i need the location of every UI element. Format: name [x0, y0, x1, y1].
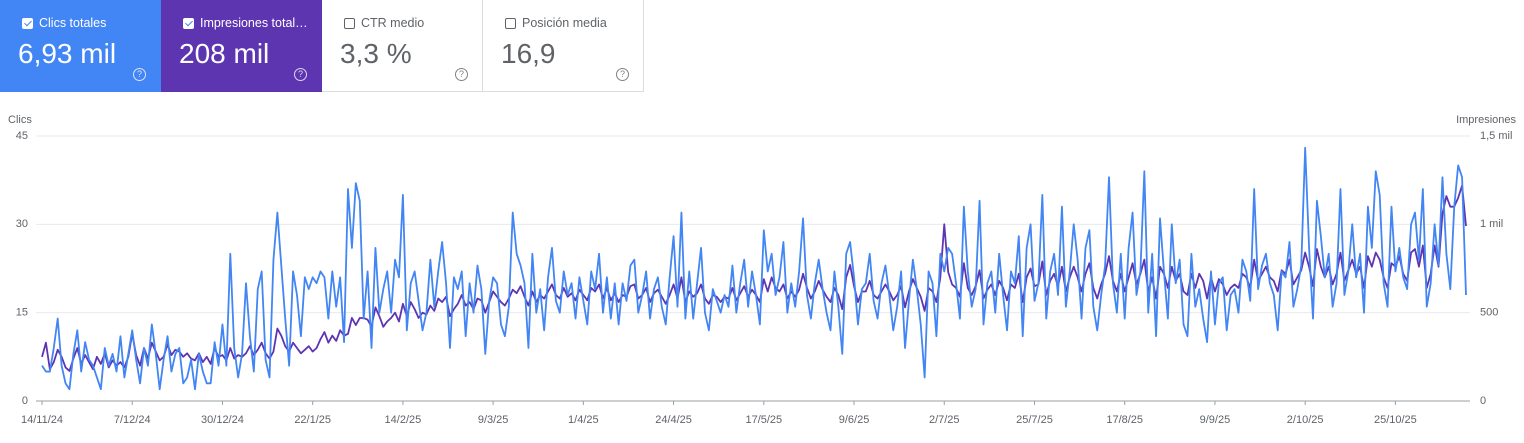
x-tick-label: 7/12/24: [114, 414, 151, 426]
x-tick-label: 25/7/25: [1016, 414, 1053, 426]
y2-tick-label: 500: [1480, 307, 1498, 319]
help-icon[interactable]: ?: [133, 68, 146, 81]
metric-value: 16,9: [501, 38, 556, 69]
y-tick-label: 30: [16, 218, 28, 230]
x-tick-label: 2/7/25: [929, 414, 960, 426]
checkbox[interactable]: [22, 17, 33, 29]
y2-tick-label: 0: [1480, 395, 1486, 407]
y-tick-label: 0: [22, 395, 28, 407]
metric-cards: Clics totales 6,93 mil? Impresiones total……: [0, 0, 644, 93]
metric-card[interactable]: CTR medio 3,3 %?: [322, 0, 483, 92]
x-tick-label: 22/1/25: [294, 414, 331, 426]
y-axis-label: Clics: [8, 114, 32, 126]
x-tick-label: 9/9/25: [1200, 414, 1231, 426]
y2-tick-label: 1 mil: [1480, 218, 1503, 230]
x-tick-label: 30/12/24: [201, 414, 244, 426]
y2-tick-label: 1,5 mil: [1480, 130, 1512, 142]
series-line: [41, 184, 1467, 372]
metric-value: 3,3 %: [340, 38, 412, 69]
x-tick-label: 2/10/25: [1287, 414, 1324, 426]
metric-value: 208 mil: [179, 38, 270, 69]
metric-label-row: Posición media: [505, 16, 607, 30]
help-icon[interactable]: ?: [294, 68, 307, 81]
series-line: [41, 146, 1467, 391]
x-tick-label: 9/3/25: [478, 414, 509, 426]
checkbox[interactable]: [344, 17, 355, 29]
checkbox[interactable]: [183, 17, 194, 29]
y-tick-label: 45: [16, 130, 28, 142]
x-tick-label: 9/6/25: [839, 414, 870, 426]
metric-card[interactable]: Posición media 16,9?: [483, 0, 644, 92]
y-tick-label: 15: [16, 307, 28, 319]
y2-axis-label: Impresiones: [1456, 114, 1516, 126]
help-icon[interactable]: ?: [455, 68, 468, 81]
metric-label-row: Impresiones total…: [183, 16, 308, 30]
metric-label: Impresiones total…: [200, 16, 308, 30]
metric-label: Posición media: [522, 16, 607, 30]
metric-label-row: CTR medio: [344, 16, 424, 30]
x-tick-label: 24/4/25: [655, 414, 692, 426]
x-tick-label: 17/8/25: [1106, 414, 1143, 426]
x-tick-label: 17/5/25: [745, 414, 782, 426]
metric-card[interactable]: Clics totales 6,93 mil?: [0, 0, 161, 92]
x-tick-label: 14/2/25: [385, 414, 422, 426]
help-icon[interactable]: ?: [616, 68, 629, 81]
x-tick-label: 14/11/24: [21, 414, 63, 426]
metric-label: Clics totales: [39, 16, 107, 30]
x-tick-label: 25/10/25: [1374, 414, 1417, 426]
checkbox[interactable]: [505, 17, 516, 29]
metric-card[interactable]: Impresiones total… 208 mil?: [161, 0, 322, 92]
x-tick-label: 1/4/25: [568, 414, 599, 426]
metric-value: 6,93 mil: [18, 38, 117, 69]
metric-label-row: Clics totales: [22, 16, 106, 30]
metric-label: CTR medio: [361, 16, 425, 30]
